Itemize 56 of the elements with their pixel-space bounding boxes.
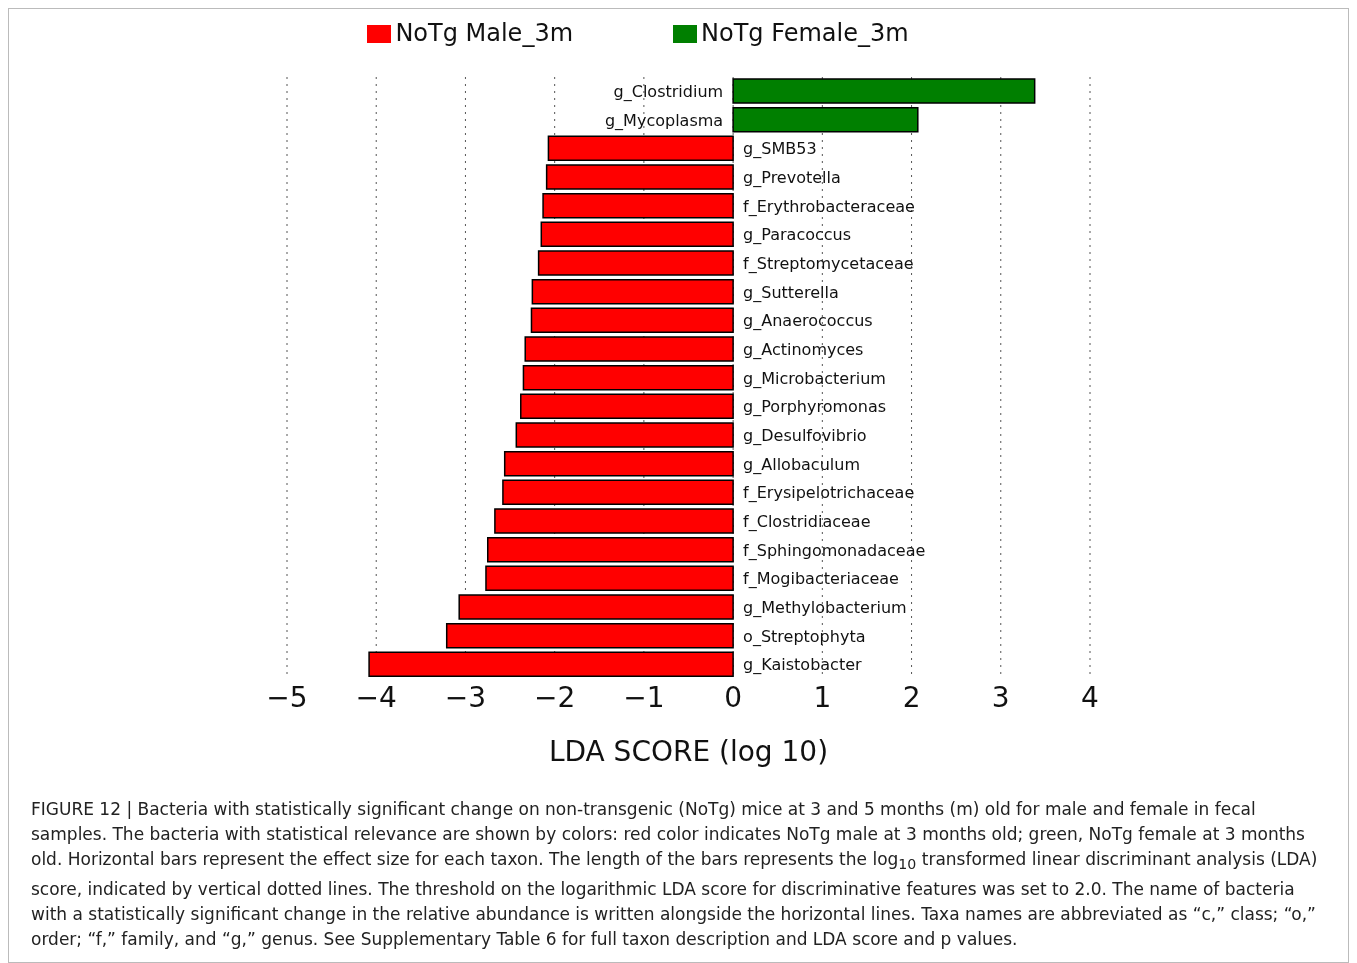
bar bbox=[542, 192, 734, 219]
bar bbox=[537, 250, 734, 276]
y-tick-label: g_Sutterella bbox=[743, 282, 839, 303]
y-tick-label: g_Methylobacterium bbox=[743, 597, 907, 618]
bar bbox=[515, 422, 734, 448]
y-tick-label: g_Mycoplasma bbox=[604, 110, 724, 131]
legend-label: NoTg Male_3m bbox=[395, 19, 574, 47]
bar bbox=[485, 565, 734, 592]
x-tick-label: −2 bbox=[534, 680, 576, 714]
bar bbox=[494, 508, 734, 534]
x-tick-label: −5 bbox=[266, 680, 308, 714]
y-tick-label: g_Allobaculum bbox=[743, 454, 860, 475]
bar bbox=[445, 622, 734, 649]
y-tick-label: g_Porphyromonas bbox=[743, 397, 887, 418]
x-tick-label: 1 bbox=[813, 680, 832, 714]
bar bbox=[547, 135, 734, 162]
y-tick-label: g_Paracoccus bbox=[743, 225, 852, 246]
bar bbox=[503, 450, 734, 477]
y-tick-label: f_Erysipelotrichaceae bbox=[743, 483, 915, 504]
x-tick-label: 4 bbox=[1081, 680, 1099, 714]
y-tick-label: g_Prevotella bbox=[743, 167, 841, 188]
y-tick-label: f_Sphingomonadaceae bbox=[743, 540, 926, 561]
bar bbox=[368, 651, 734, 678]
y-tick-label: g_Anaerococcus bbox=[743, 311, 873, 332]
bar bbox=[732, 78, 1036, 104]
y-tick-label: g_Kaistobacter bbox=[743, 655, 862, 676]
bar bbox=[487, 536, 734, 563]
x-tick-label: −4 bbox=[355, 680, 397, 714]
bar bbox=[545, 164, 734, 190]
y-tick-label: g_Microbacterium bbox=[743, 368, 886, 389]
x-tick-label: 0 bbox=[724, 680, 743, 714]
bar bbox=[502, 479, 734, 506]
x-axis-title: LDA SCORE (log 10) bbox=[548, 735, 829, 768]
bar bbox=[522, 364, 734, 391]
y-tick-label: g_SMB53 bbox=[743, 139, 817, 160]
bar bbox=[520, 393, 734, 420]
bar bbox=[540, 221, 734, 248]
y-tick-label: f_Mogibacteriaceae bbox=[743, 569, 899, 590]
x-tick-label: −3 bbox=[444, 680, 487, 714]
bar bbox=[530, 307, 734, 334]
x-tick-label: 2 bbox=[902, 680, 921, 714]
caption: FIGURE 12 | Bacteria with statistically significant change on non-transgenic (NoTg) mice at 3 and 5 months (m) old for male and female in fecal samples. The bacteria with statistical relevance are shown by colors: red color indicates NoTg male at 3 months old; green, NoTg female at 3 months old. Horizontal bars represent the effect size for each taxon. The length of the bars represents the log$_{10}$ transformed linear discriminant analysis (LDA) score, indicated by vertical dotted lines. The threshold on the logarithmic LDA score for discriminative features was set to 2.0. The name of bacteria with a statistically significant change in the relative abundance is written alongside the horizontal lines. Taxa names are abbreviated as “c,” class; “o,” order; “f,” family, and “g,” genus. See Supplementary Table 6 for full taxon description and LDA score and p values. bbox=[31, 798, 1319, 952]
x-tick-label: −1 bbox=[623, 680, 665, 714]
x-tick-label: 3 bbox=[991, 680, 1010, 714]
bar bbox=[458, 594, 734, 620]
y-tick-label: g_Clostridium bbox=[613, 81, 724, 102]
legend-label: NoTg Female_3m bbox=[701, 19, 909, 47]
y-tick-label: g_Actinomyces bbox=[743, 339, 864, 360]
y-tick-label: o_Streptophyta bbox=[743, 626, 866, 647]
y-tick-label: f_Streptomycetaceae bbox=[743, 253, 914, 274]
y-tick-label: f_Clostridiaceae bbox=[743, 511, 871, 532]
bar bbox=[732, 106, 919, 133]
bar bbox=[531, 278, 734, 305]
y-tick-label: f_Erythrobacteraceae bbox=[743, 196, 915, 217]
y-tick-label: g_Desulfovibrio bbox=[743, 425, 867, 446]
bar bbox=[524, 336, 734, 362]
